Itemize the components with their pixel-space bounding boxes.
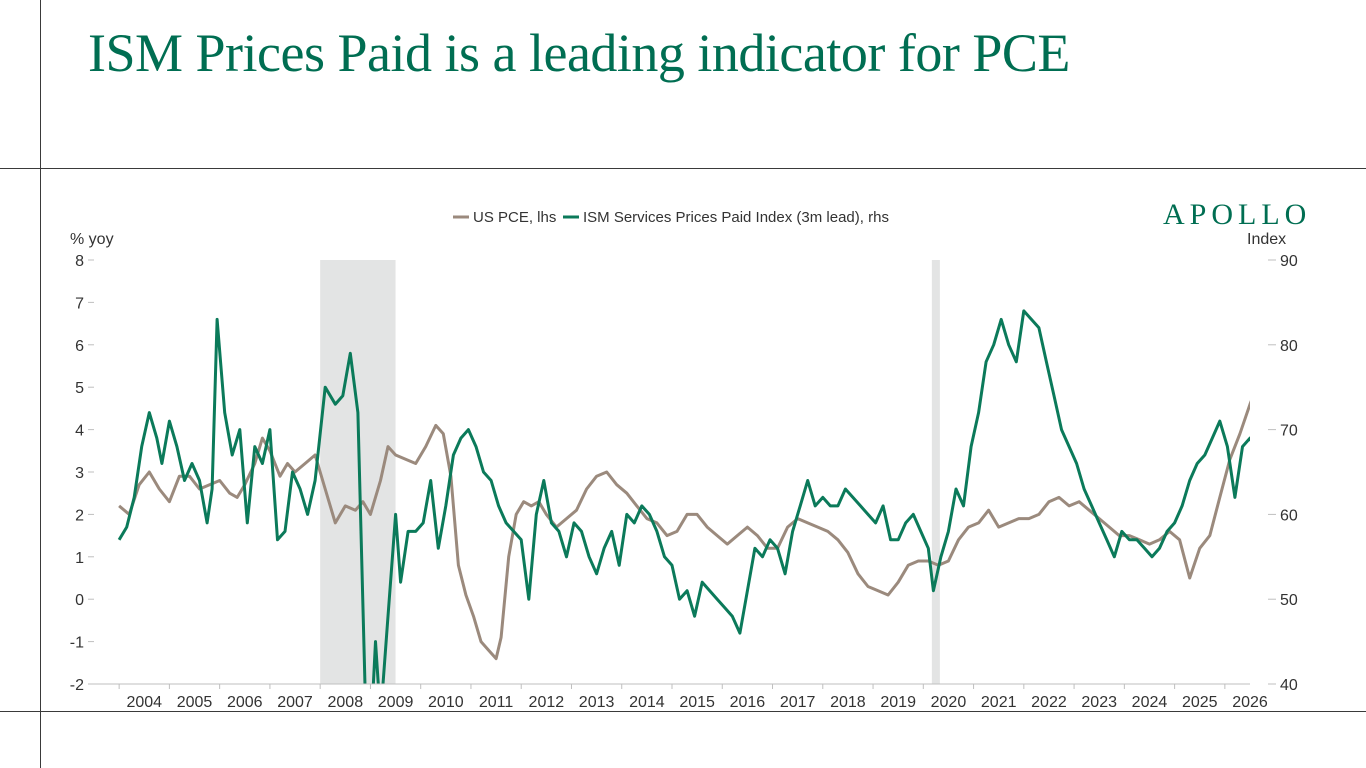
x-tick-label: 2014: [629, 694, 665, 711]
x-tick-label: 2021: [981, 694, 1017, 711]
x-tick-label: 2006: [227, 694, 263, 711]
right-tick-label: 70: [1280, 423, 1298, 440]
right-tick-label: 40: [1280, 677, 1298, 694]
right-axis-label: Index: [1247, 231, 1286, 248]
legend-label-ism: ISM Services Prices Paid Index (3m lead)…: [583, 209, 889, 226]
left-tick-label: 0: [75, 592, 84, 609]
frame-line-left: [40, 0, 41, 768]
x-tick-label: 2020: [931, 694, 967, 711]
right-tick-label: 60: [1280, 507, 1298, 524]
left-tick-label: 2: [75, 507, 84, 524]
series-line-1: [118, 400, 1250, 661]
left-tick-label: 3: [75, 465, 84, 482]
x-tick-label: 2018: [830, 694, 866, 711]
frame-line-bottom: [0, 711, 1366, 712]
left-tick-label: 7: [75, 295, 84, 312]
left-tick-label: ‑1: [70, 635, 84, 652]
chart-axes: ‑2 ‑1 0 1 2 3 4 5 6 7 8 40 50 60 70 80 90 % yoy Index 2004 2…: [70, 231, 1298, 711]
apollo-logo: APOLLO: [1163, 198, 1312, 231]
left-axis-label: % yoy: [70, 231, 114, 248]
left-tick-label: 4: [75, 423, 84, 440]
x-tick-label: 2008: [328, 694, 364, 711]
x-tick-label: 2015: [679, 694, 715, 711]
right-tick-label: 90: [1280, 253, 1298, 270]
recession-band-2: [931, 260, 940, 684]
left-tick-label: 8: [75, 253, 84, 270]
x-tick-label: 2007: [277, 694, 313, 711]
x-tick-label: 2019: [880, 694, 916, 711]
series-line-2: [117, 309, 1250, 684]
series-lines: [117, 309, 1250, 684]
x-tick-label: 2009: [378, 694, 414, 711]
x-tick-label: 2005: [177, 694, 213, 711]
left-tick-label: 5: [75, 380, 84, 397]
x-tick-label: 2012: [529, 694, 565, 711]
left-tick-label: ‑2: [70, 677, 84, 694]
x-tick-label: 2016: [730, 694, 766, 711]
x-tick-label: 2017: [780, 694, 816, 711]
x-tick-label: 2013: [579, 694, 615, 711]
frame-line-top: [0, 168, 1366, 169]
right-tick-label: 50: [1280, 592, 1298, 609]
x-tick-label: 2010: [428, 694, 464, 711]
x-tick-label: 2026: [1232, 694, 1268, 711]
x-tick-label: 2023: [1081, 694, 1117, 711]
recession-bands: [320, 260, 940, 684]
legend-label-pce: US PCE, lhs: [473, 209, 556, 226]
chart-legend: US PCE, lhs ISM Services Prices Paid Inde…: [453, 209, 889, 226]
left-tick-label: 6: [75, 338, 84, 355]
left-tick-label: 1: [75, 550, 84, 567]
x-tick-label: 2025: [1182, 694, 1218, 711]
x-tick-label: 2011: [479, 694, 514, 711]
right-tick-label: 80: [1280, 338, 1298, 355]
x-tick-label: 2022: [1031, 694, 1067, 711]
slide-title: ISM Prices Paid is a leading indicator f…: [88, 23, 1070, 83]
x-tick-label: 2024: [1132, 694, 1168, 711]
recession-band-1: [320, 260, 396, 684]
x-tick-label: 2004: [126, 694, 162, 711]
